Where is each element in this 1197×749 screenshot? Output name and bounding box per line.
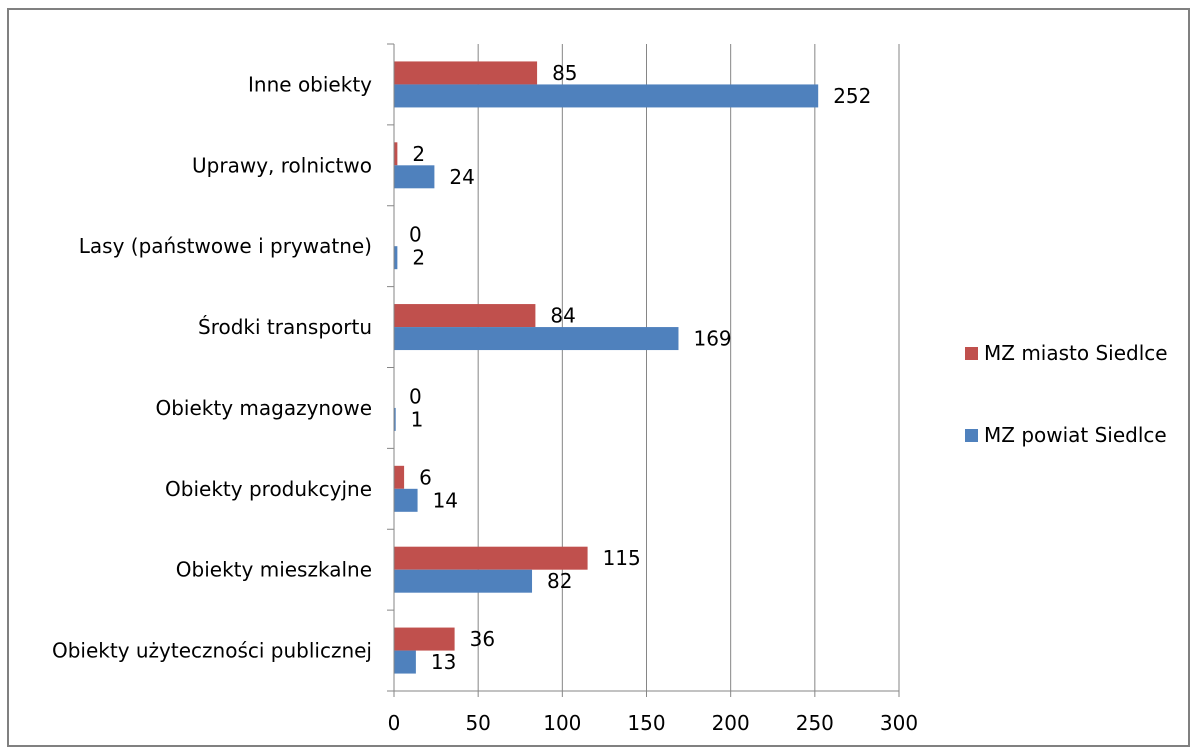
bar [394, 569, 533, 593]
data-label: 36 [470, 627, 495, 651]
chart-frame [7, 8, 1190, 747]
data-label: 82 [547, 569, 572, 593]
bar [394, 84, 819, 108]
data-label: 24 [449, 165, 474, 189]
data-label: 85 [552, 61, 577, 85]
legend: MZ miasto Siedlce MZ powiat Siedlce [965, 341, 1168, 447]
x-tick-labels: 0 50 100 150 200 250 300 [388, 711, 918, 735]
bar [394, 627, 455, 651]
data-label: 252 [833, 84, 871, 108]
category-label: Obiekty magazynowe [155, 396, 372, 420]
x-tick-label: 300 [880, 711, 918, 735]
bar [394, 465, 405, 489]
category-labels: Inne obiekty Uprawy, rolnictwo Lasy (państ… [52, 72, 372, 662]
data-label: 0 [409, 223, 422, 247]
data-label: 115 [603, 546, 641, 570]
data-label: 2 [412, 142, 425, 166]
bar [394, 61, 538, 85]
bar [394, 546, 588, 570]
axes [387, 43, 900, 697]
x-tick-label: 200 [712, 711, 750, 735]
data-label: 1 [411, 407, 424, 431]
category-label: Środki transportu [198, 315, 372, 339]
bar [394, 165, 435, 189]
bar [394, 246, 398, 270]
bar [394, 142, 398, 166]
bars [394, 61, 819, 674]
bar [394, 327, 679, 351]
data-label: 13 [431, 650, 456, 674]
data-label: 14 [433, 488, 458, 512]
bar [394, 407, 396, 431]
bar [394, 488, 418, 512]
x-tick-label: 150 [627, 711, 665, 735]
legend-label: MZ powiat Siedlce [984, 423, 1167, 447]
category-label: Inne obiekty [248, 72, 372, 96]
legend-swatch [965, 347, 978, 360]
bar [394, 650, 416, 674]
legend-label: MZ miasto Siedlce [984, 341, 1168, 365]
category-label: Uprawy, rolnictwo [192, 153, 372, 177]
category-label: Obiekty użyteczności publicznej [52, 639, 372, 663]
data-label: 0 [409, 384, 422, 408]
x-tick-label: 50 [465, 711, 490, 735]
x-tick-label: 250 [796, 711, 834, 735]
category-label: Lasy (państwowe i prywatne) [79, 234, 372, 258]
x-tick-label: 0 [388, 711, 401, 735]
gridlines [477, 44, 900, 691]
data-label: 84 [550, 304, 575, 328]
data-label: 6 [419, 465, 432, 489]
data-label: 169 [693, 327, 731, 351]
legend-swatch [965, 429, 978, 442]
category-label: Obiekty produkcyjne [165, 477, 372, 501]
data-label: 2 [412, 246, 425, 270]
x-tick-label: 100 [543, 711, 581, 735]
category-label: Obiekty mieszkalne [176, 558, 372, 582]
bar [394, 304, 536, 328]
